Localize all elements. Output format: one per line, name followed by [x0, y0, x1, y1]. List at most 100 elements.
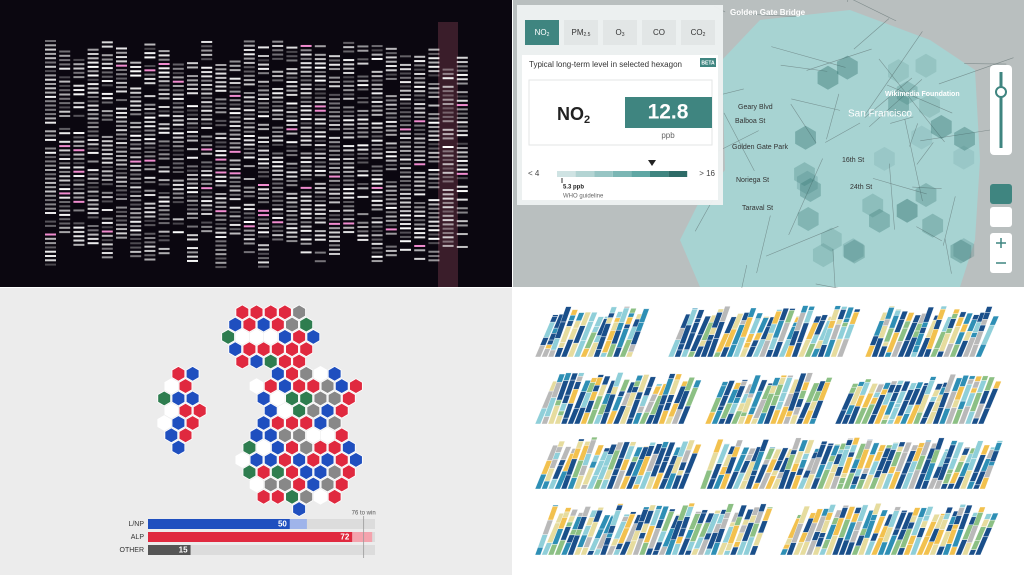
hex-seat	[171, 415, 186, 431]
dash	[400, 231, 411, 234]
tab[interactable]	[681, 20, 715, 45]
dash	[59, 50, 71, 53]
dash	[73, 149, 85, 152]
dash	[87, 143, 99, 146]
tab[interactable]	[603, 20, 637, 45]
tab-label: CO2	[691, 28, 706, 38]
dash	[343, 222, 355, 225]
dash	[400, 119, 411, 122]
hex-seat	[299, 390, 314, 407]
dash	[385, 254, 397, 257]
dash	[144, 116, 156, 119]
dash	[229, 103, 241, 106]
dash	[158, 200, 170, 203]
hex-seat	[271, 341, 285, 358]
dash	[45, 78, 56, 81]
dash	[144, 189, 156, 192]
dash	[116, 150, 127, 153]
dash	[158, 179, 170, 182]
dash	[314, 131, 326, 134]
stripe	[977, 506, 986, 513]
dash	[400, 72, 411, 75]
dash	[442, 137, 454, 140]
map-button[interactable]	[990, 184, 1012, 204]
roads	[694, 0, 1014, 337]
stripe	[668, 508, 676, 512]
dash	[201, 174, 213, 177]
hex-seat	[271, 365, 285, 382]
dash	[371, 45, 383, 48]
dash	[59, 201, 71, 204]
dash	[101, 45, 113, 48]
dash	[385, 185, 397, 188]
dash	[300, 191, 312, 194]
dash	[59, 67, 71, 70]
dash	[59, 179, 71, 182]
dash	[243, 233, 255, 236]
dash	[414, 85, 426, 88]
dash	[87, 126, 99, 129]
dash	[73, 209, 85, 212]
dash	[343, 59, 355, 62]
dash	[272, 221, 284, 224]
stripe	[922, 306, 935, 323]
dash	[172, 153, 184, 156]
hex-seat	[242, 464, 257, 481]
dash	[59, 183, 71, 186]
tab-main: PM	[572, 28, 584, 37]
dash	[329, 209, 340, 212]
category-label: OTHER	[120, 547, 145, 554]
dash	[258, 252, 269, 255]
scale-step	[668, 171, 688, 177]
dash	[300, 126, 312, 129]
dash	[116, 107, 127, 110]
dash	[101, 84, 113, 87]
dash	[215, 171, 227, 174]
dash	[158, 196, 170, 199]
dash	[87, 53, 99, 56]
slider-knob[interactable]	[995, 86, 1007, 98]
stripe	[695, 309, 705, 319]
hex	[954, 126, 975, 151]
stripe	[803, 439, 815, 454]
tab[interactable]	[525, 20, 559, 45]
tab[interactable]	[642, 20, 676, 45]
dash	[116, 193, 127, 196]
locate-button[interactable]	[990, 207, 1012, 227]
dash	[172, 218, 184, 221]
dash	[371, 165, 383, 168]
hex-seat	[256, 488, 271, 505]
dash	[243, 126, 255, 129]
dash	[414, 227, 426, 230]
dash	[272, 75, 284, 78]
dash	[414, 171, 426, 174]
dash	[258, 80, 269, 83]
dash	[87, 83, 99, 86]
dash	[456, 233, 468, 236]
dash	[385, 155, 397, 158]
dash	[101, 62, 113, 65]
dash	[286, 175, 298, 178]
hex	[812, 243, 834, 268]
stripe	[597, 374, 605, 378]
dash	[45, 160, 56, 163]
dash	[329, 158, 340, 161]
hex-seat	[256, 341, 271, 358]
dash	[357, 58, 369, 61]
hex	[896, 198, 918, 223]
zoom-buttons[interactable]	[990, 233, 1012, 273]
dash	[45, 70, 56, 73]
tab[interactable]	[564, 20, 598, 45]
dash	[400, 55, 411, 58]
dash	[101, 54, 113, 57]
dash	[414, 193, 426, 196]
dash	[243, 83, 255, 86]
dash	[400, 248, 411, 251]
dash	[158, 230, 170, 233]
dash	[215, 119, 227, 122]
dash	[144, 215, 156, 218]
dash	[442, 163, 454, 166]
stripe	[551, 314, 559, 317]
dash	[215, 240, 227, 243]
dash	[101, 118, 113, 121]
